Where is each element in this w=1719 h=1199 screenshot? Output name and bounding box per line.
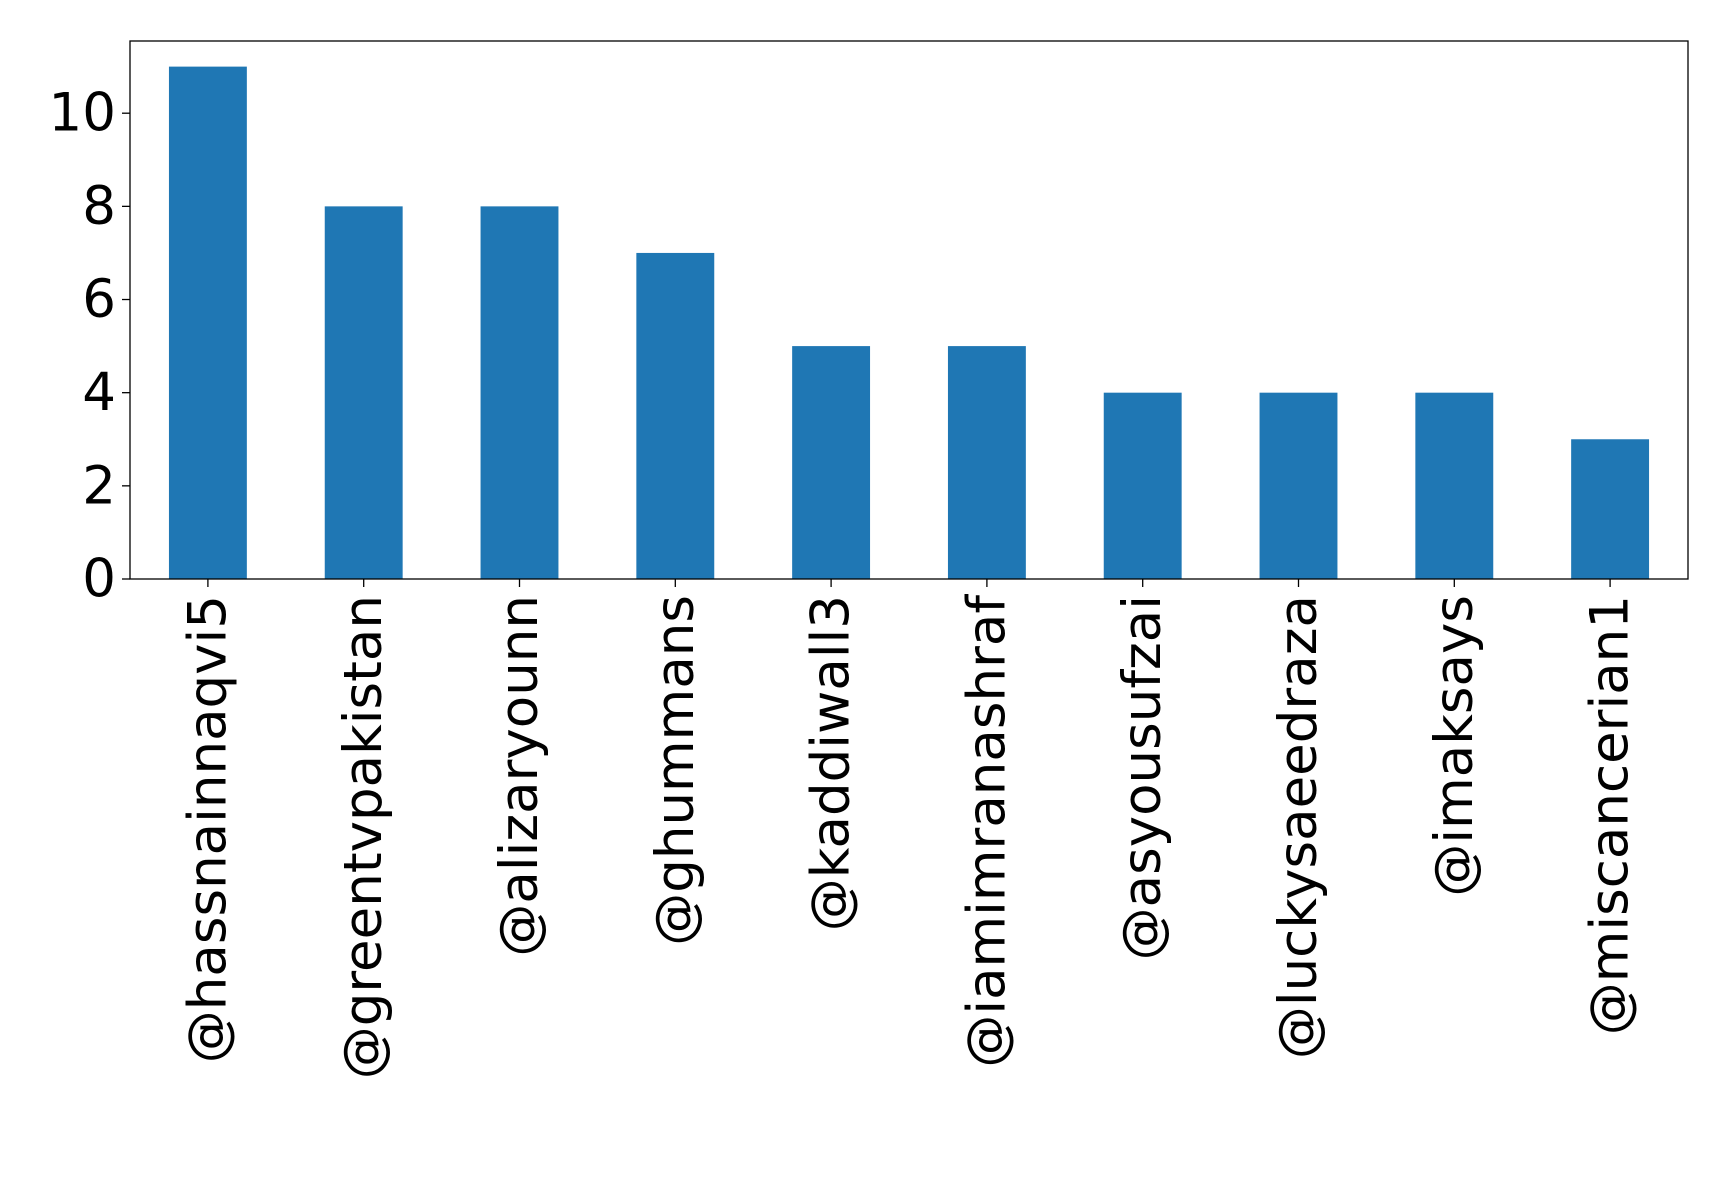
y-tick-label: 4 xyxy=(82,362,116,423)
y-tick-label: 8 xyxy=(82,176,116,237)
bar xyxy=(480,206,559,579)
x-tick-label: @iamimranashraf xyxy=(956,594,1017,1068)
y-tick-label: 2 xyxy=(82,455,116,516)
x-tick-label: @alizaryounn xyxy=(489,595,550,957)
x-tick-label: @ghummans xyxy=(645,595,706,946)
bar xyxy=(947,346,1026,579)
y-axis: 0 2 4 6 8 10 xyxy=(49,83,130,610)
bars xyxy=(168,66,1650,580)
plot-frame xyxy=(129,40,1689,580)
y-tick-label: 0 xyxy=(82,549,116,610)
x-tick-label: @hassnainnaqvi5 xyxy=(177,595,238,1063)
bar xyxy=(168,66,247,580)
y-tick-label: 10 xyxy=(49,83,116,144)
x-tick-label: @asyousufzai xyxy=(1112,595,1173,960)
x-axis: @hassnainnaqvi5 @greentvpakistan @alizaryo… xyxy=(177,579,1641,1079)
bar xyxy=(1259,392,1338,579)
x-tick-label: @greentvpakistan xyxy=(333,595,394,1079)
bar xyxy=(324,206,403,579)
x-tick-label: @imaksays xyxy=(1424,595,1485,897)
bar xyxy=(1415,392,1494,579)
x-tick-label: @kaddiwall3 xyxy=(801,595,862,931)
bar xyxy=(1103,392,1182,579)
bar xyxy=(1571,439,1650,579)
x-tick-label: @miscancerian1 xyxy=(1580,595,1641,1035)
bar xyxy=(792,346,871,579)
y-tick-label: 6 xyxy=(82,269,116,330)
x-tick-label: @luckysaeedraza xyxy=(1268,595,1329,1059)
bar xyxy=(636,252,715,579)
